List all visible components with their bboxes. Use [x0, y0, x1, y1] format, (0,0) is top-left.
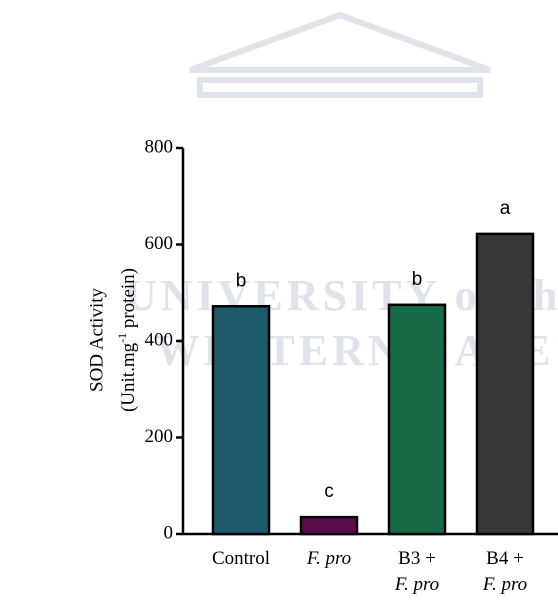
y-axis-label-part: (Unit.mg	[118, 342, 139, 412]
bar-annotation: a	[500, 198, 511, 219]
x-tick-label-line: Control	[212, 548, 270, 569]
x-tick-label: Control	[212, 548, 270, 569]
y-tick-label: 800	[145, 136, 174, 157]
x-tick-label: B3 + F. pro	[394, 548, 439, 595]
y-tick-label: 200	[145, 426, 174, 447]
x-tick-label-line: F. pro	[482, 574, 527, 595]
y-axis-label: SOD Activity	[86, 288, 107, 392]
x-tick-label-line: F. pro	[306, 548, 351, 569]
x-tick-label: F. pro	[306, 548, 351, 569]
watermark-building	[190, 15, 490, 95]
y-tick-label: 0	[164, 522, 174, 543]
bar	[301, 517, 357, 534]
x-tick-label-line: B4 +	[486, 548, 524, 569]
y-tick-label: 600	[145, 233, 174, 254]
y-axis-label: (Unit.mg-1 protein)	[115, 268, 140, 412]
y-axis-label-part: protein)	[118, 268, 139, 333]
x-tick-label-line: F. pro	[394, 574, 439, 595]
y-tick-label: 400	[145, 329, 174, 350]
x-tick-label: B4 + F. pro	[482, 548, 527, 595]
bar	[213, 306, 269, 534]
y-axis-label-superscript: -1	[115, 333, 129, 343]
bar	[389, 305, 445, 534]
bar-annotation: c	[324, 481, 334, 502]
bar-annotation: b	[236, 270, 247, 291]
x-tick-label-line: B3 +	[398, 548, 436, 569]
bar-annotation: b	[412, 269, 423, 290]
chart: UNIVERSITY of the WESTERN CAPE SOD Activ…	[0, 0, 558, 610]
bar	[477, 234, 533, 534]
